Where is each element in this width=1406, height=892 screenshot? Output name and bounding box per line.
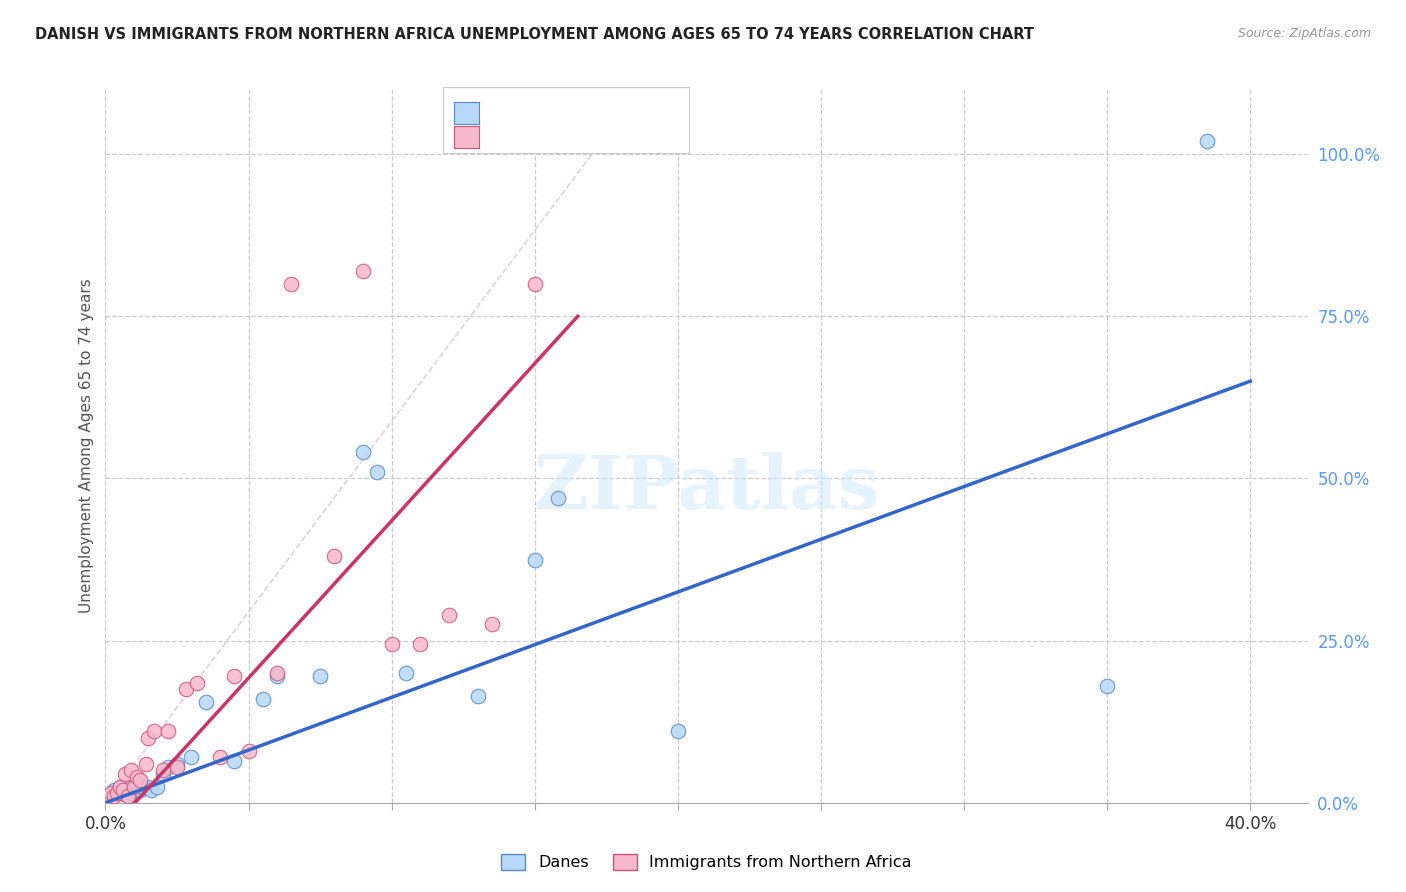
Point [157, 760, 180, 774]
Point [166, 756, 188, 771]
Point [523, 552, 546, 566]
Point [166, 760, 188, 774]
Point [100, 786, 122, 800]
Point [208, 750, 231, 764]
Point [105, 786, 128, 800]
Point [141, 782, 163, 797]
Point [125, 776, 148, 790]
Point [108, 780, 131, 794]
Point [238, 744, 260, 758]
Point [135, 756, 157, 771]
Point [252, 692, 274, 706]
Point [174, 682, 197, 697]
Point [467, 689, 489, 703]
Point [114, 780, 136, 794]
Point [111, 786, 134, 800]
Point [666, 724, 689, 739]
Point [381, 637, 404, 651]
Point [111, 782, 134, 797]
Point [128, 773, 150, 788]
Text: 32: 32 [600, 100, 624, 118]
Point [143, 724, 166, 739]
Text: DANISH VS IMMIGRANTS FROM NORTHERN AFRICA UNEMPLOYMENT AMONG AGES 65 TO 74 YEARS: DANISH VS IMMIGRANTS FROM NORTHERN AFRIC… [35, 27, 1035, 42]
Point [194, 695, 217, 709]
Point [366, 465, 388, 479]
Text: ZIPatlas: ZIPatlas [533, 452, 880, 525]
Point [120, 786, 142, 800]
Point [105, 786, 128, 800]
Point [122, 780, 145, 794]
Point [523, 277, 546, 291]
Point [180, 750, 202, 764]
Point [266, 669, 288, 683]
Point [108, 780, 131, 794]
Point [280, 277, 302, 291]
Point [409, 637, 432, 651]
Point [146, 780, 169, 794]
Point [395, 666, 418, 681]
Point [103, 782, 125, 797]
Point [138, 731, 160, 745]
Point [117, 789, 139, 804]
Point [547, 491, 569, 505]
Point [152, 766, 174, 780]
Legend: Danes, Immigrants from Northern Africa: Danes, Immigrants from Northern Africa [495, 847, 918, 877]
Text: Source: ZipAtlas.com: Source: ZipAtlas.com [1237, 27, 1371, 40]
Point [224, 754, 246, 768]
Text: R =: R = [488, 100, 524, 118]
Point [437, 607, 460, 622]
Text: 0.860: 0.860 [520, 124, 572, 143]
Point [103, 789, 125, 804]
Point [224, 669, 246, 683]
Point [481, 617, 503, 632]
Point [138, 780, 160, 794]
Point [125, 770, 148, 784]
Point [266, 666, 288, 681]
Point [352, 264, 374, 278]
Point [309, 669, 332, 683]
Point [122, 782, 145, 797]
Point [131, 780, 153, 794]
Point [152, 764, 174, 778]
Point [186, 675, 208, 690]
Text: 31: 31 [600, 124, 623, 143]
Text: N =: N = [569, 124, 606, 143]
Text: N =: N = [569, 100, 606, 118]
Point [128, 782, 150, 797]
Y-axis label: Unemployment Among Ages 65 to 74 years: Unemployment Among Ages 65 to 74 years [79, 278, 94, 614]
Point [117, 789, 139, 804]
Point [114, 766, 136, 780]
Text: 0.575: 0.575 [520, 100, 572, 118]
Point [323, 549, 346, 564]
Point [157, 724, 180, 739]
Text: R =: R = [488, 124, 524, 143]
Point [1197, 134, 1219, 148]
Point [1095, 679, 1118, 693]
Point [352, 445, 374, 459]
Point [120, 764, 142, 778]
